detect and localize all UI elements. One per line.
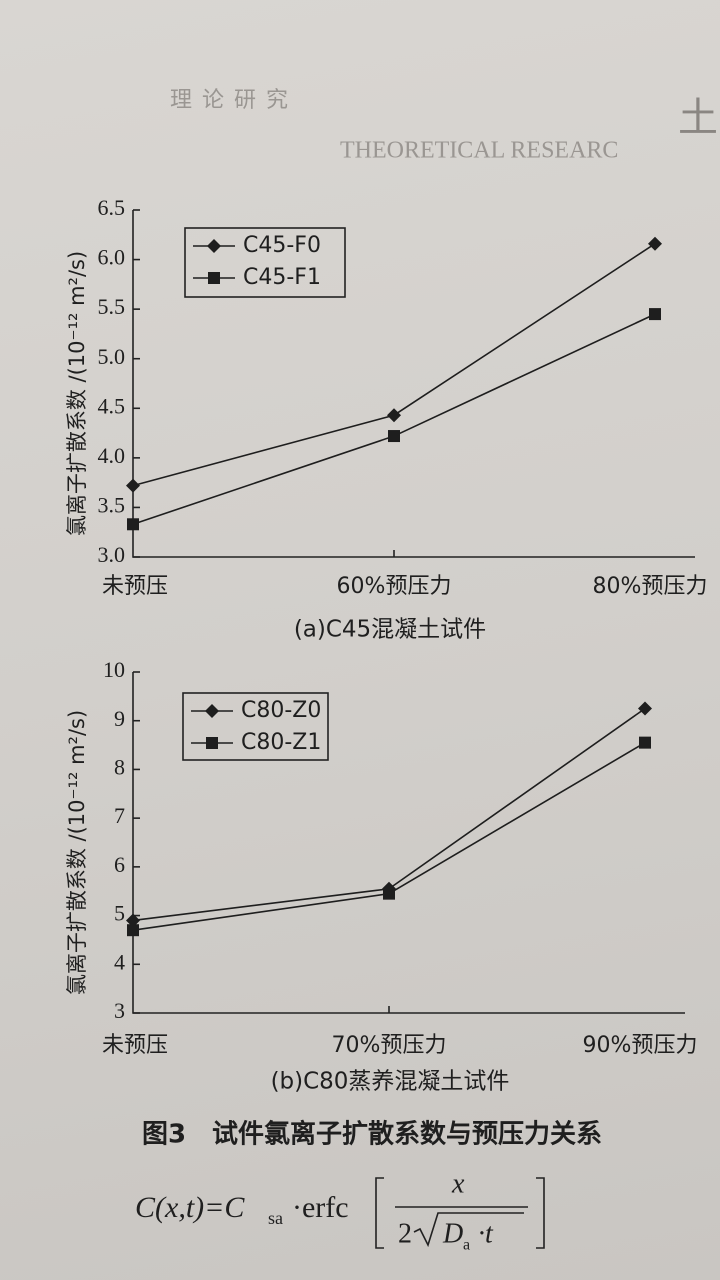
marker — [208, 272, 220, 284]
formula: C(x,t)=C sa ·erfc x 2 D a ·t — [135, 1168, 545, 1254]
header-mark: 土 — [678, 95, 718, 140]
x-tick-label: 60%预压力 — [337, 574, 452, 599]
x-tick-label: 70%预压力 — [332, 1033, 447, 1058]
y-axis-label: 氯离子扩散系数 /(10⁻¹² m²/s) — [65, 710, 89, 995]
legend-box — [184, 227, 346, 298]
formula-part: sa — [268, 1208, 283, 1228]
y-tick-label: 6.0 — [98, 245, 126, 270]
y-tick-label: 3.0 — [98, 542, 126, 567]
y-tick-label: 4.5 — [98, 393, 126, 418]
x-tick-label: 未预压 — [102, 574, 168, 599]
formula-part: D — [442, 1218, 463, 1249]
marker — [127, 924, 139, 937]
marker — [649, 308, 661, 321]
formula-part: ·erfc — [292, 1191, 349, 1224]
formula-part: ·t — [478, 1218, 494, 1249]
y-tick-label: 6.5 — [98, 195, 126, 220]
bracket — [375, 1177, 545, 1249]
y-tick-label: 7 — [114, 803, 125, 828]
y-axis-label: 氯离子扩散系数 /(10⁻¹² m²/s) — [65, 251, 89, 536]
sqrt — [413, 1212, 524, 1248]
header-section-en: THEORETICAL RESEARC — [340, 138, 618, 164]
y-tick-label: 6 — [114, 852, 125, 877]
axes — [132, 210, 695, 558]
y-tick-label: 5 — [114, 901, 125, 926]
formula-part: x — [451, 1168, 465, 1199]
marker — [387, 408, 401, 423]
y-tick-label: 4 — [114, 949, 125, 974]
legend-label: C45-F1 — [243, 265, 321, 290]
marker — [126, 913, 140, 928]
formula-part: 2 — [398, 1218, 412, 1249]
marker — [638, 701, 652, 716]
chart-subtitle: (b)C80蒸养混凝土试件 — [271, 1069, 510, 1095]
marker — [206, 737, 218, 749]
y-tick-label: 3.5 — [98, 492, 126, 517]
marker — [648, 236, 662, 251]
y-tick-label: 10 — [103, 657, 125, 682]
series-line — [132, 741, 646, 931]
legend-label: C45-F0 — [243, 233, 321, 258]
formula-part: a — [463, 1237, 470, 1254]
marker — [126, 478, 140, 493]
marker — [205, 704, 219, 718]
header-section: 理论研究 — [170, 87, 298, 112]
y-tick-label: 5.0 — [98, 344, 126, 369]
x-tick-label: 80%预压力 — [593, 574, 708, 599]
x-tick-label: 90%预压力 — [583, 1033, 698, 1058]
x-tick-label: 未预压 — [102, 1033, 168, 1058]
marker — [639, 736, 651, 749]
chart-subtitle: (a)C45混凝土试件 — [294, 617, 486, 643]
y-tick-label: 5.5 — [98, 294, 126, 319]
y-tick-label: 8 — [114, 754, 125, 779]
legend-label: C80-Z0 — [241, 698, 321, 723]
y-tick-label: 3 — [114, 998, 125, 1023]
marker — [388, 430, 400, 443]
formula-part: C(x,t)=C — [135, 1191, 245, 1224]
marker — [127, 518, 139, 531]
marker — [207, 239, 221, 253]
axes — [132, 672, 685, 1014]
legend-box — [182, 692, 329, 761]
y-tick-label: 9 — [114, 706, 125, 731]
marker — [383, 887, 395, 900]
figure-caption: 图3 试件氯离子扩散系数与预压力关系 — [142, 1119, 602, 1150]
y-tick-label: 4.0 — [98, 443, 126, 468]
legend-label: C80-Z1 — [241, 730, 321, 755]
